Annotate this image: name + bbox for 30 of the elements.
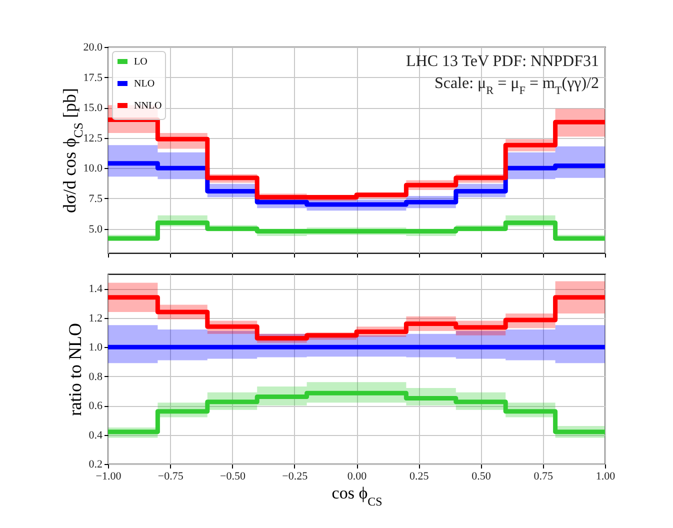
y-tick-label: 1.0 [88,342,103,354]
x-tick-label: 0.50 [472,470,492,482]
y-tick-label: 0.8 [88,370,103,383]
annotation: Scale: μ$_{R}$ = μ$_{F}$ = m$_{T}$(γγ)/2 [434,75,599,97]
x-tick-label: 0.75 [534,470,554,482]
x-tick-label: −0.25 [282,470,308,482]
y-tick-label: 1.2 [88,312,102,324]
x-tick-label: −0.50 [220,470,246,482]
annotation: LHC 13 TeV PDF: NNPDF31 [406,53,599,70]
y-tick-label: 20.0 [83,42,103,54]
legend-label: NLO [134,78,155,90]
legend-label: LO [134,56,148,68]
x-tick-label: 1.00 [596,470,616,482]
x-tick-label: −1.00 [96,470,122,482]
y-tick-label: 0.4 [88,429,103,442]
y-tick-label: 12.5 [83,132,103,144]
x-tick-label: 0.00 [347,470,368,482]
x-tick-label: 0.25 [410,470,430,482]
y-tick-label: 7.5 [88,192,103,205]
y-tick-label: 0.2 [88,458,102,470]
y-tick-label: 10.0 [83,162,103,175]
y-axis-title: ratio to NLO [64,323,85,416]
y-tick-label: 1.4 [88,283,103,296]
y-tick-label: 0.6 [88,400,103,412]
legend-label: NNLO [134,100,162,112]
y-tick-label: 17.5 [83,72,103,84]
y-tick-label: 15.0 [83,102,103,114]
x-tick-label: −0.75 [158,470,184,482]
x-axis-title: cos ϕ$_{CS}$ [332,484,382,508]
y-tick-label: 5.0 [88,223,103,236]
